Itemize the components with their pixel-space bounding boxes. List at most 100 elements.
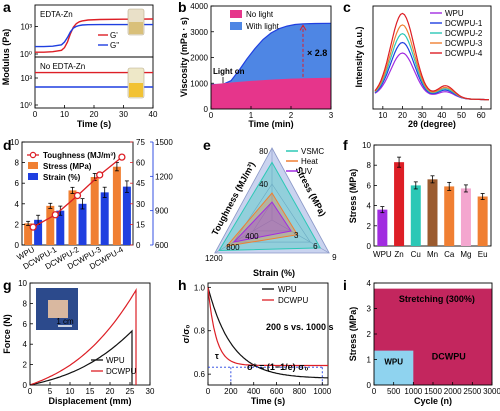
panel-h-ytick-label: 0.8 bbox=[194, 327, 206, 336]
panel-g-xtick-label: 5 bbox=[48, 387, 53, 396]
panel-g-xtick-label: 15 bbox=[86, 387, 95, 396]
panel-h-xtick-label: 1000 bbox=[313, 387, 331, 396]
panel-g-xlabel: Displacement (mm) bbox=[48, 396, 131, 406]
panel-d-legend-stress-swatch bbox=[28, 162, 38, 169]
panel-d-legend-strain: Strain (%) bbox=[43, 173, 81, 182]
panel-g-label: g bbox=[3, 277, 12, 293]
panel-d-tough-tick-label: 75 bbox=[136, 138, 145, 147]
panel-c-xlabel: 2θ (degree) bbox=[408, 119, 456, 129]
panel-h-xtick-label: 800 bbox=[293, 387, 307, 396]
panel-f-ytick-label: 4 bbox=[367, 202, 372, 211]
panel-b-xtick-label: 1 bbox=[249, 111, 254, 120]
panel-e-stress-tick: 6 bbox=[313, 242, 318, 251]
panel-g-ylabel: Force (N) bbox=[2, 314, 12, 354]
panel-a-legend-g1: G' bbox=[110, 31, 118, 40]
panel-f-ytick-label: 2 bbox=[367, 222, 372, 231]
panel-h-note-sigma: σ* = (1−1/e) σ₀ bbox=[247, 362, 308, 372]
panel-d-ytick-stress-label: 10 bbox=[10, 138, 19, 147]
panel-c-legend-0: WPU bbox=[445, 9, 464, 18]
panel-g-line-dcwpu bbox=[29, 287, 137, 386]
panel-g-xtick-label: 30 bbox=[146, 387, 155, 396]
panel-c-xtick-label: 30 bbox=[418, 111, 427, 120]
panel-g-xtick-label: 20 bbox=[106, 387, 115, 396]
panel-a-label: a bbox=[3, 0, 11, 15]
panel-a-xtick-label: 20 bbox=[90, 110, 99, 119]
panel-a-legend-g2: G'' bbox=[110, 41, 120, 50]
panel-d-tough-tick-label: 30 bbox=[136, 200, 145, 209]
panel-d-toughness-point bbox=[51, 211, 59, 219]
panel-e-stress-tick: 3 bbox=[294, 231, 299, 240]
panel-d-legend-toughness: Toughness (MJ/m³) bbox=[43, 151, 116, 160]
panel-d-ytick-stress-label: 2 bbox=[15, 220, 20, 229]
panel-c-legend-2: DCWPU-2 bbox=[445, 29, 483, 38]
panel-b-xtick-label: 0 bbox=[209, 111, 214, 120]
panel-g-legend-dcwpu: DCWPU bbox=[106, 367, 136, 376]
panel-d-legend-strain-swatch bbox=[28, 173, 38, 180]
panel-f-bar bbox=[377, 209, 388, 246]
panel-i-dcwpu-label: DCWPU bbox=[432, 352, 466, 362]
panel-e-label: e bbox=[203, 137, 211, 153]
panel-h-xtick-label: 0 bbox=[206, 387, 211, 396]
panel-h-ytick-label: 0.6 bbox=[194, 370, 206, 379]
panel-e-legend-0: VSMC bbox=[301, 147, 324, 156]
panel-i-ytick-label: 1 bbox=[367, 356, 372, 365]
panel-i-xtick-label: 2000 bbox=[444, 387, 462, 396]
panel-a-xtick-label: 10 bbox=[60, 110, 69, 119]
panel-b-legend-no-light-swatch bbox=[230, 10, 242, 18]
panel-d-tough-tick-label: 45 bbox=[136, 179, 145, 188]
panel-g-ytick-label: 8 bbox=[23, 299, 28, 308]
panel-b-ytick-label: 4000 bbox=[190, 2, 208, 11]
panel-h-line-wpu bbox=[207, 287, 329, 379]
panel-c-legend-4: DCWPU-4 bbox=[445, 49, 483, 58]
panel-i-ytick-label: 2 bbox=[367, 330, 372, 339]
panel-i-xtick-label: 1000 bbox=[404, 387, 422, 396]
panel-b-area-no-light bbox=[211, 77, 331, 109]
panel-f-bar bbox=[477, 196, 488, 246]
panel-d-strain-bar bbox=[34, 219, 43, 245]
panel-i-ytick-label: 3 bbox=[367, 305, 372, 314]
panel-c-xtick-label: 20 bbox=[398, 111, 407, 120]
panel-h-label: h bbox=[178, 277, 187, 293]
panel-i-xlabel: Cycle (n) bbox=[414, 396, 452, 406]
panel-i-label: i bbox=[343, 277, 347, 293]
panel-b-label: b bbox=[178, 0, 187, 15]
panel-c-legend-3: DCWPU-3 bbox=[445, 39, 483, 48]
panel-d-strain-bar bbox=[122, 186, 131, 245]
panel-h-ytick-label: 1.0 bbox=[194, 283, 206, 292]
panel-e-spoke bbox=[214, 219, 273, 254]
panel-h-xtick-label: 600 bbox=[270, 387, 284, 396]
panel-d-label: d bbox=[3, 137, 12, 153]
panel-g-xtick-label: 25 bbox=[126, 387, 135, 396]
panel-b-xlabel: Time (min) bbox=[248, 119, 293, 129]
panel-b-factor: × 2.8 bbox=[307, 48, 327, 58]
panel-i-xtick-label: 1500 bbox=[424, 387, 442, 396]
panel-d-legend-stress: Stress (MPa) bbox=[43, 162, 92, 171]
panel-e-axis-strain: Strain (%) bbox=[253, 268, 295, 278]
panel-i-ytick-label: 4 bbox=[367, 279, 372, 288]
panel-d-ytick-stress-label: 8 bbox=[15, 159, 20, 168]
panel-h-xtick-label: 200 bbox=[224, 387, 238, 396]
panel-d-toughness-point bbox=[96, 171, 104, 179]
panel-d-stress-bar bbox=[68, 190, 77, 245]
panel-c-ylabel: Intensity (a.u.) bbox=[354, 26, 364, 87]
panel-a-bottom-ytick-label: 10³ bbox=[20, 74, 32, 83]
panel-g-scale-bar-label: 1 cm bbox=[56, 317, 74, 326]
panel-g-ytick-label: 4 bbox=[23, 340, 28, 349]
panel-a-bottom-title: No EDTA-Zn bbox=[40, 62, 85, 71]
panel-f-bar bbox=[394, 162, 405, 246]
panel-b-light-on: Light on bbox=[213, 67, 245, 76]
panel-e-strain-tick: 1200 bbox=[205, 254, 223, 263]
panel-f-ytick-label: 6 bbox=[367, 181, 372, 190]
panel-f-bar bbox=[410, 185, 421, 246]
panel-d-strain-bar bbox=[56, 210, 65, 245]
panel-b-xtick-label: 3 bbox=[329, 111, 334, 120]
panel-f-category: Ca bbox=[444, 250, 455, 259]
panel-a-bottom-ytick-label: 10⁰ bbox=[20, 101, 32, 110]
panel-a-xtick-label: 30 bbox=[119, 110, 128, 119]
panel-h-xtick-label: 400 bbox=[247, 387, 261, 396]
panel-d-toughness-point bbox=[29, 223, 37, 231]
panel-e-series-vsmc bbox=[218, 161, 322, 252]
panel-d-stress-bar bbox=[24, 223, 33, 245]
panel-a-ylabel: Modulus (Pa) bbox=[1, 29, 11, 86]
